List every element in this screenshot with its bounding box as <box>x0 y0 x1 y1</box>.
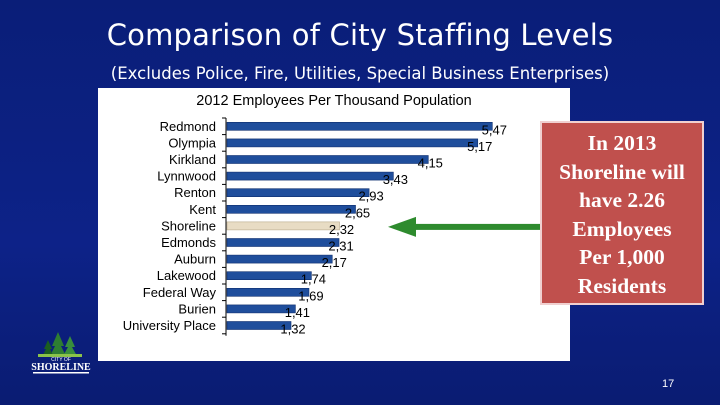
category-label: Edmonds <box>161 235 216 250</box>
category-label: Renton <box>174 185 216 200</box>
city-of-shoreline-logo: CITY OF SHORELINE <box>31 332 91 374</box>
bar <box>226 205 356 214</box>
bar <box>226 271 312 280</box>
data-label: 2,31 <box>328 239 353 254</box>
tree-icon <box>42 332 77 357</box>
category-label: Shoreline <box>161 218 216 233</box>
bar-highlight <box>226 221 340 231</box>
slide-title: Comparison of City Staffing Levels <box>106 18 614 52</box>
category-label: Kirkland <box>169 152 216 167</box>
bar <box>226 288 310 297</box>
data-label: 5,17 <box>467 139 492 154</box>
data-label: 2,93 <box>358 189 383 204</box>
bar <box>226 171 394 181</box>
callout-line-4: Employees <box>572 216 672 241</box>
bar <box>226 188 370 197</box>
bar <box>226 254 333 264</box>
callout-line-6: Residents <box>577 273 667 298</box>
category-label: Federal Way <box>143 285 217 300</box>
callout-line-1: In 2013 <box>587 131 657 155</box>
logo-line-1: CITY OF <box>51 357 71 363</box>
data-label: 1,69 <box>298 288 323 303</box>
data-label: 1,41 <box>285 305 310 320</box>
data-label: 2,65 <box>345 205 370 220</box>
data-label: 1,32 <box>280 322 305 337</box>
category-label: Lakewood <box>157 268 216 283</box>
data-label: 3,43 <box>383 172 408 187</box>
slide-subtitle: (Excludes Police, Fire, Utilities, Speci… <box>110 64 610 83</box>
category-label: Auburn <box>174 252 216 267</box>
category-label: Burien <box>178 301 216 316</box>
callout-line-5: Per 1,000 <box>579 245 665 269</box>
data-label: 2,17 <box>322 255 347 270</box>
category-label: Kent <box>189 202 216 217</box>
callout-line-3: have 2.26 <box>579 188 665 212</box>
chart-title: 2012 Employees Per Thousand Population <box>196 93 471 109</box>
slide-number: 17 <box>662 378 675 390</box>
category-label: Lynnwood <box>157 169 216 184</box>
bar <box>226 238 340 247</box>
callout-line-2: Shoreline will <box>559 159 685 184</box>
bar <box>226 121 493 131</box>
shoreline-callout-box: In 2013 Shoreline will have 2.26 Employe… <box>540 121 704 305</box>
category-label: University Place <box>123 318 216 333</box>
data-label: 4,15 <box>418 156 443 171</box>
logo-line-2: SHORELINE <box>31 362 91 373</box>
chart-panel: 2012 Employees Per Thousand Population R… <box>98 88 570 361</box>
bar <box>226 304 296 314</box>
data-label: 5,47 <box>482 122 507 137</box>
category-label: Redmond <box>160 119 216 134</box>
data-label: 1,74 <box>301 272 326 287</box>
bar-chart: 2012 Employees Per Thousand Population R… <box>123 93 570 337</box>
bar <box>226 155 429 164</box>
highlight-arrow <box>388 216 570 237</box>
bar <box>226 321 292 330</box>
data-label: 2,32 <box>329 222 354 237</box>
bar <box>226 138 479 148</box>
category-label: Olympia <box>168 135 216 150</box>
